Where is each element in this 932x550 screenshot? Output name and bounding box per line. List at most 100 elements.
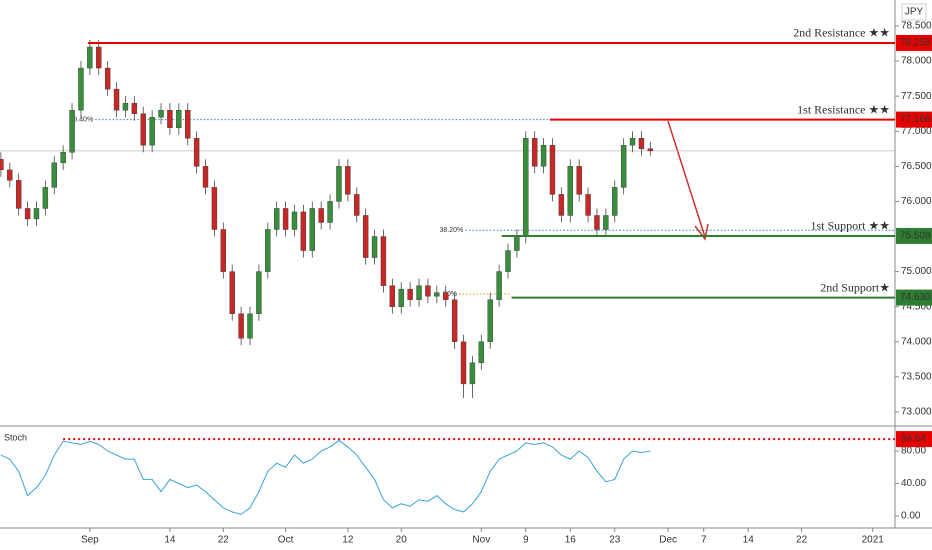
candle-body [594,215,600,230]
candle-body [425,285,431,297]
x-tick-label: 2021 [862,535,885,546]
candle-body [371,236,378,258]
level-value: 77.166 [900,114,931,125]
candle-body [478,341,485,364]
indicator-name: Stoch [4,432,27,442]
indicator-tick-label: 0.00 [901,511,921,522]
candle-body [647,148,654,152]
candle-body [523,138,529,237]
candle-body [60,152,66,164]
candle-body [505,250,511,272]
candle-body [247,313,253,339]
candle-body [354,194,360,216]
candle-body [158,109,164,118]
candle-body [389,285,396,307]
candle-body [496,271,502,300]
level-name: 2nd Support★ [820,280,890,294]
candle-body [69,109,75,153]
level-value-box [896,227,932,244]
y-tick-label: 74.500 [901,301,932,312]
level-name: 2nd Resistance ★★ [793,26,890,40]
candle-body [567,166,573,216]
level-value-box [896,289,932,306]
y-tick-label: 78.500 [901,21,932,32]
level-value: 78.258 [900,38,931,49]
candle-body [603,215,609,230]
candle-body [24,208,31,220]
candle-body [211,187,218,230]
candle-body [460,341,467,385]
candle-body [638,138,645,149]
candle-body [487,299,493,342]
candle-body [282,208,289,230]
candle-body [104,67,111,90]
x-tick-label: 16 [565,535,577,546]
candle-body [380,236,387,286]
fib-label: 76.40% [69,116,93,123]
candle-body [451,299,458,342]
level-value: 74.630 [900,292,931,303]
candle-body [540,145,547,167]
fib-label: 80% [443,291,457,298]
currency: JPY [905,7,924,18]
candle-body [0,159,4,171]
candle-body [256,271,262,314]
candle-body [78,67,84,111]
candle-body [612,187,618,216]
candle-body [140,113,146,146]
candle-body [202,166,209,188]
indicator-tick-label: 80.00 [901,446,926,457]
candle-body [220,229,227,272]
x-tick-label: 20 [396,535,408,546]
level-value: 75.508 [900,231,931,242]
candle-body [51,162,57,188]
y-tick-label: 76.500 [901,161,932,172]
candle-body [238,313,244,339]
indicator-tick-label: 40.00 [901,478,926,489]
x-tick-label: 14 [743,535,755,546]
x-tick-label: 14 [164,535,176,546]
candle-body [576,166,582,195]
candle-body [273,208,280,230]
y-tick-label: 73.000 [901,407,932,418]
candle-body [318,208,324,223]
level-name: 1st Support ★★ [810,219,890,233]
x-tick-label: Sep [81,535,99,546]
x-tick-label: 23 [609,535,621,546]
candle-body [629,138,636,146]
candle-body [149,117,155,146]
fib-label: 38.20% [440,227,464,234]
candle-body [558,194,565,216]
candle-body [185,109,191,139]
candle-body [113,88,120,111]
x-tick-label: 22 [218,535,230,546]
candle-body [549,145,556,195]
y-tick-label: 75.000 [901,266,932,277]
candle-body [327,201,333,223]
candle-body [122,102,129,111]
indicator-level-value: 94.64 [901,434,926,445]
candle-body [300,211,307,251]
candle-body [531,138,538,167]
candle-body [336,166,342,202]
indicator-level-box [896,431,932,448]
candle-body [131,102,138,114]
x-tick-label: 12 [342,535,354,546]
x-tick-label: 7 [701,535,707,546]
candle-body [407,288,413,300]
candle-body [265,229,271,272]
candle-body [309,208,315,251]
candle-body [620,145,627,188]
candle-body [291,211,298,230]
level-value-box [896,111,932,128]
forecast-arrow [667,120,709,241]
candle-body [42,187,49,209]
candle-body [362,215,369,258]
candle-body [443,292,449,300]
candle-body [7,169,13,181]
x-tick-label: 9 [523,535,529,546]
x-tick-label: Oct [278,535,294,546]
candle-body [398,288,404,307]
y-tick-label: 76.000 [901,196,932,207]
indicator-line [0,439,651,515]
